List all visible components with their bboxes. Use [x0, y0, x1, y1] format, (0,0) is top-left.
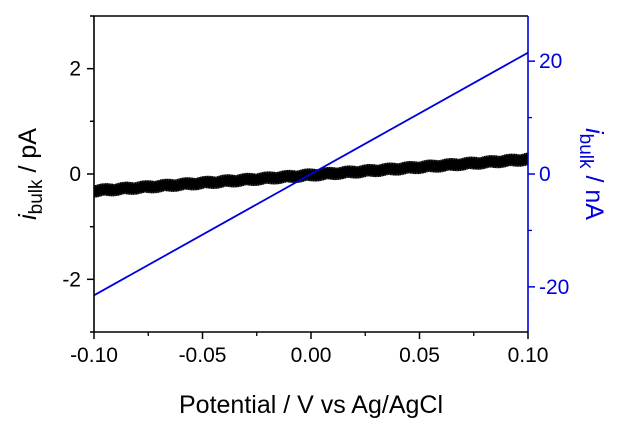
y-axis-title-left: ibulk / pA [14, 128, 47, 220]
x-tick-label: -0.10 [70, 344, 118, 367]
y-axis-title-right: ibulk / nA [575, 128, 608, 220]
x-axis-title: Potential / V vs Ag/AgCl [179, 391, 443, 419]
series-layer [93, 51, 529, 297]
x-tick-label: -0.05 [179, 344, 227, 367]
y-left-subscript: bulk [26, 179, 47, 214]
y-right-tick-label: -20 [539, 276, 569, 299]
y-left-tick-label: -2 [62, 268, 81, 291]
y-right-tick-label: 0 [539, 163, 551, 186]
x-tick-label: 0.05 [399, 344, 440, 367]
y-right-tick-label: 20 [539, 50, 562, 73]
y-left-unit: / pA [14, 128, 42, 180]
y-right-unit: / nA [580, 169, 608, 221]
y-left-symbol: i [14, 213, 42, 220]
series-line-right [93, 51, 529, 297]
y-right-symbol: i [580, 128, 608, 135]
x-tick-label: 0.00 [291, 344, 332, 367]
y-left-tick-label: 0 [69, 163, 81, 186]
y-left-tick-label: 2 [69, 58, 81, 81]
series-band-left [93, 152, 529, 198]
x-tick-label: 0.10 [508, 344, 549, 367]
y-right-subscript: bulk [575, 134, 596, 169]
